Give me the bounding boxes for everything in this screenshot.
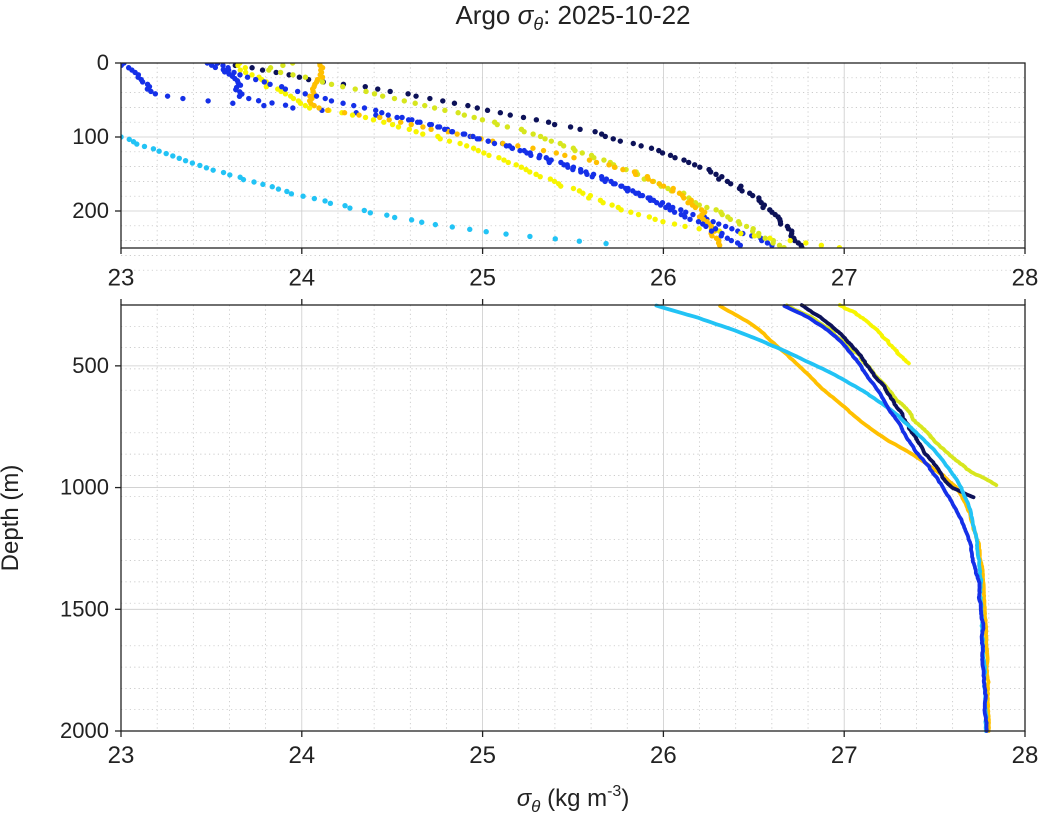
svg-text:23: 23 [108, 742, 135, 769]
svg-text:Depth (m): Depth (m) [0, 465, 24, 572]
svg-text:24: 24 [288, 742, 315, 769]
svg-text:200: 200 [72, 198, 109, 223]
svg-text:24: 24 [288, 265, 315, 292]
svg-text:25: 25 [469, 742, 496, 769]
svg-text:28: 28 [1012, 265, 1039, 292]
svg-text:27: 27 [831, 265, 858, 292]
svg-text:0: 0 [97, 50, 109, 75]
svg-text:28: 28 [1012, 742, 1039, 769]
svg-text:100: 100 [72, 124, 109, 149]
svg-text:26: 26 [650, 742, 677, 769]
svg-text:27: 27 [831, 742, 858, 769]
svg-text:26: 26 [650, 265, 677, 292]
svg-text:23: 23 [108, 265, 135, 292]
svg-text:Argo σθ: 2025-10-22: Argo σθ: 2025-10-22 [455, 0, 690, 34]
svg-text:1000: 1000 [60, 475, 109, 500]
svg-text:500: 500 [72, 353, 109, 378]
svg-text:1500: 1500 [60, 596, 109, 621]
svg-text:25: 25 [469, 265, 496, 292]
svg-text:2000: 2000 [60, 718, 109, 743]
